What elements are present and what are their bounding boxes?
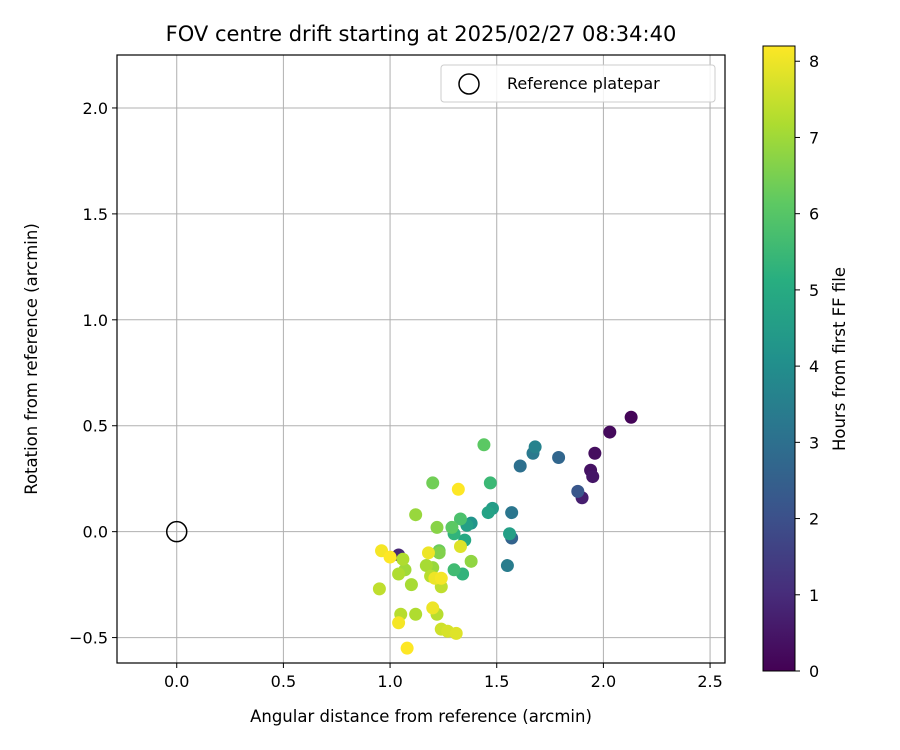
scatter-point [513,459,527,473]
colorbar-tick-label: 4 [809,357,819,376]
scatter-point [505,506,519,520]
scatter-point [419,559,433,573]
x-tick-label: 0.5 [271,672,296,691]
scatter-point [409,508,423,522]
scatter-point [396,552,410,566]
scatter-point [603,425,617,439]
colorbar-tick-label: 5 [809,281,819,300]
y-tick-label: 2.0 [83,99,108,118]
colorbar-tick-label: 3 [809,433,819,452]
scatter-point [451,482,465,496]
scatter-point [552,451,566,465]
scatter-point [426,476,440,490]
colorbar-tick-label: 7 [809,128,819,147]
scatter-point [400,641,414,655]
scatter-point [392,567,406,581]
data-points [372,410,638,655]
scatter-point [588,446,602,460]
scatter-point [426,601,440,615]
scatter-point [571,484,585,498]
legend-box [440,64,716,103]
colorbar-tick-label: 8 [809,52,819,71]
scatter-point [449,626,463,640]
legend-label: Reference platepar [507,74,660,93]
y-axis-label: Rotation from reference (arcmin) [22,223,41,495]
x-axis-ticks: 0.0 0.5 1.0 1.5 2.0 2.5 [164,663,723,691]
scatter-point [434,571,448,585]
scatter-point [409,607,423,621]
scatter-point [586,470,600,484]
y-tick-label: 1.5 [83,205,108,224]
colorbar-tick-label: 0 [809,662,819,681]
scatter-point [372,582,386,596]
x-tick-label: 2.5 [697,672,722,691]
scatter-point [477,438,491,452]
scatter-point [421,546,435,560]
plot-frame [116,54,726,664]
colorbar-tick-label: 1 [809,586,819,605]
scatter-point [404,578,418,592]
scatter-point [453,539,467,553]
colorbar-gradient [762,45,796,672]
scatter-point [447,563,461,577]
scatter-point [383,550,397,564]
scatter-point [503,527,517,541]
scatter-point [500,559,514,573]
colorbar-tick-label: 2 [809,510,819,529]
y-tick-label: 0.0 [83,523,108,542]
colorbar-tick-label: 6 [809,205,819,224]
y-tick-label: 0.5 [83,417,108,436]
chart-title: FOV centre drift starting at 2025/02/27 … [166,22,677,46]
scatter-point [453,512,467,526]
colorbar: 0 1 2 3 4 5 6 7 8 Hours from first FF file [762,45,849,681]
legend: Reference platepar [440,64,716,103]
colorbar-label: Hours from first FF file [830,267,849,451]
x-axis-label: Angular distance from reference (arcmin) [250,707,592,726]
y-tick-label: −0.5 [69,629,108,648]
x-tick-label: 2.0 [591,672,616,691]
reference-marker [165,520,188,543]
y-tick-label: 1.0 [83,311,108,330]
x-tick-label: 0.0 [164,672,189,691]
scatter-point [392,616,406,630]
grid-lines [117,55,725,663]
x-tick-label: 1.5 [484,672,509,691]
scatter-point [464,554,478,568]
y-axis-ticks: −0.5 0.0 0.5 1.0 1.5 2.0 [69,99,117,648]
scatter-point [432,546,446,560]
scatter-point [483,476,497,490]
scatter-point [624,410,638,424]
scatter-point [445,520,459,534]
scatter-point [481,506,495,520]
scatter-point [528,440,542,454]
scatter-point [430,520,444,534]
colorbar-ticks: 0 1 2 3 4 5 6 7 8 [795,52,819,681]
x-tick-label: 1.0 [377,672,402,691]
legend-marker-icon [458,73,480,95]
